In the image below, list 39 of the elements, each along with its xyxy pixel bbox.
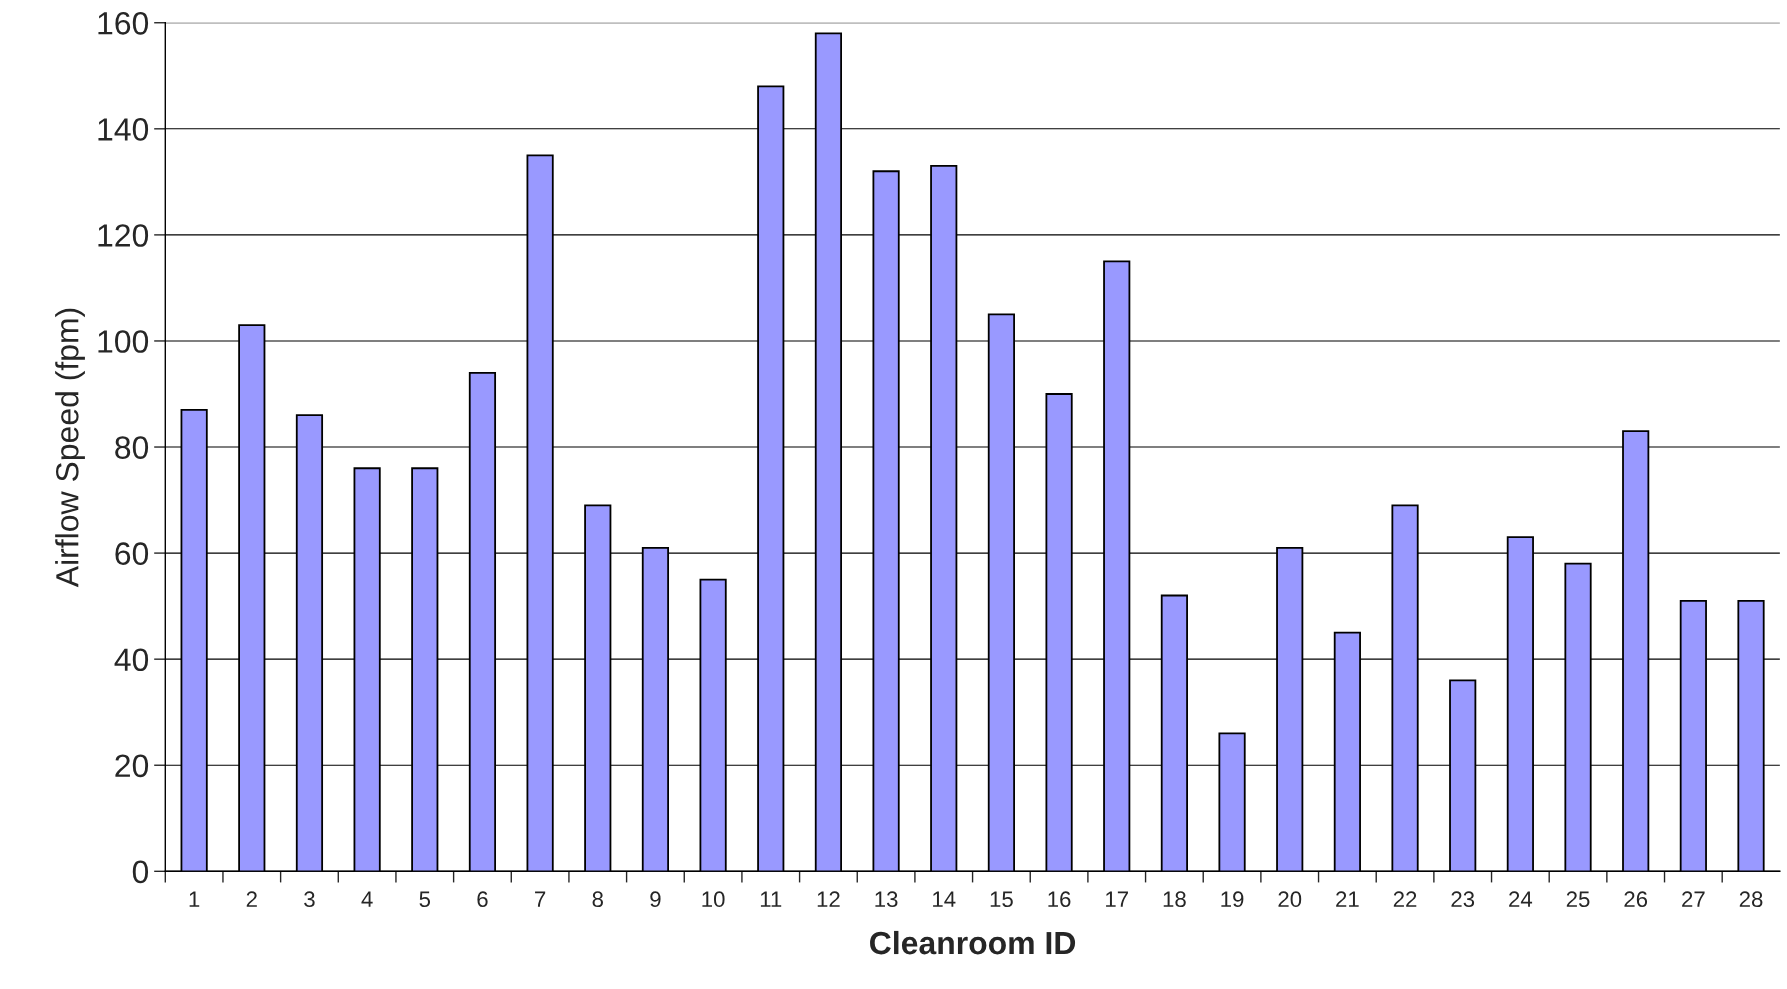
x-tick-label: 1 [189, 891, 200, 907]
x-tick-label: 23 [1451, 891, 1475, 908]
y-tick-label: 60 [115, 542, 149, 565]
x-tick-label: 26 [1624, 891, 1648, 908]
x-tick-label: 10 [702, 891, 725, 908]
x-tick-label: 2 [246, 891, 257, 907]
x-tick-label: 7 [535, 891, 546, 907]
x-tick-label: 16 [1048, 891, 1071, 908]
x-tick-label: 22 [1393, 891, 1417, 907]
x-tick-label: 3 [304, 891, 315, 908]
x-tick-label: 20 [1278, 891, 1302, 908]
y-tick-label: 100 [98, 330, 149, 353]
x-tick-label: 12 [817, 891, 840, 907]
x-tick-label: 28 [1739, 891, 1763, 908]
x-tick-label: 17 [1106, 891, 1128, 907]
x-tick-label: 8 [592, 891, 603, 908]
x-tick-label: 4 [361, 891, 373, 907]
x-tick-label: 14 [933, 891, 956, 907]
y-tick-label: 120 [98, 224, 149, 247]
y-tick-label: 0 [132, 860, 149, 884]
x-tick-label: 27 [1682, 891, 1705, 907]
x-tick-label: 19 [1221, 891, 1244, 908]
x-tick-label: 25 [1566, 891, 1590, 908]
y-tick-label: 40 [114, 648, 149, 672]
x-tick-label: 13 [875, 891, 898, 908]
x-tick-label: 11 [760, 891, 782, 907]
x-tick-label: 6 [477, 891, 488, 908]
y-tick-label: 160 [98, 12, 149, 35]
y-tick-label: 140 [98, 118, 149, 141]
x-axis-title: Cleanroom ID [870, 930, 1076, 955]
x-tick-label: 9 [650, 891, 661, 908]
x-tick-label: 5 [419, 891, 431, 908]
x-tick-label: 18 [1163, 891, 1186, 908]
x-tick-label: 24 [1509, 891, 1533, 907]
y-axis-title: Airflow Speed (fpm) [55, 308, 85, 588]
y-tick-label: 80 [115, 436, 149, 459]
x-tick-label: 15 [990, 891, 1013, 908]
y-tick-label: 20 [115, 754, 149, 778]
x-tick-label: 21 [1336, 891, 1359, 907]
